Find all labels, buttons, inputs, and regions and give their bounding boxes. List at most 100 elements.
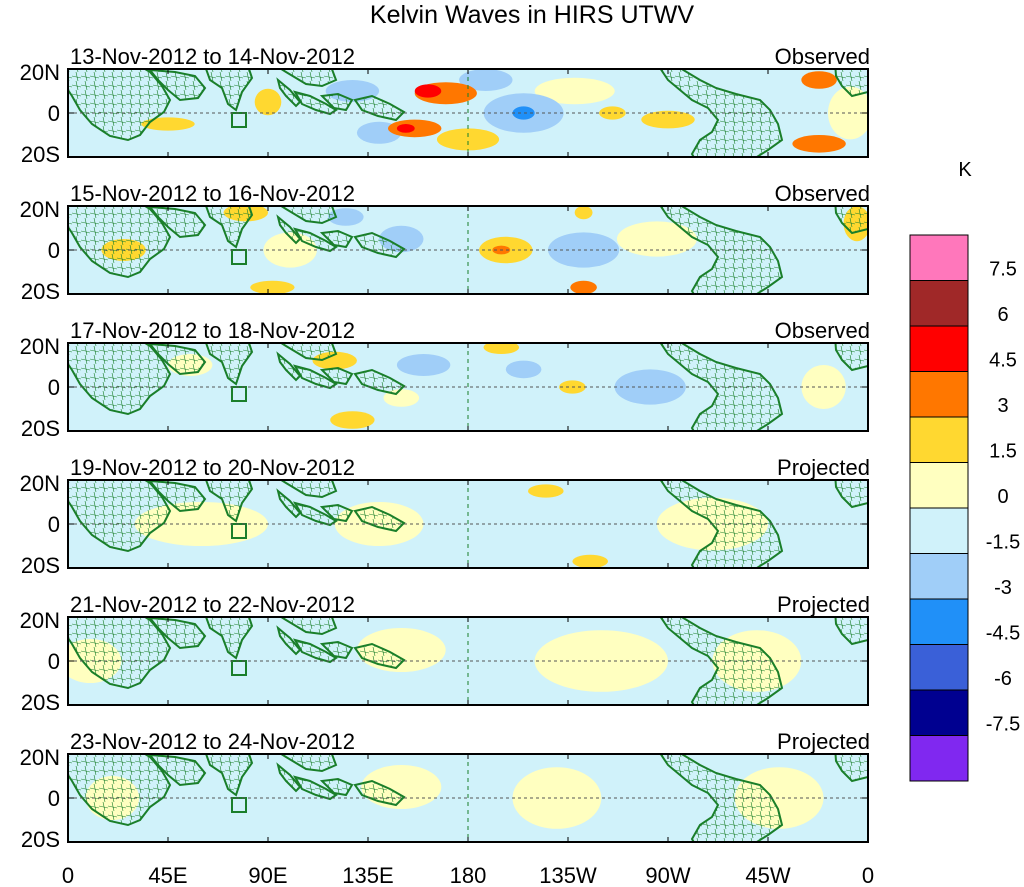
y-tick-label-20s: 20S xyxy=(21,690,60,715)
panel-date-range: 19-Nov-2012 to 20-Nov-2012 xyxy=(70,455,355,480)
anomaly-contour-5 xyxy=(574,506,628,542)
anomaly-contour-8 xyxy=(436,128,500,151)
coastline-10 xyxy=(834,206,868,235)
panel-date-range: 23-Nov-2012 to 24-Nov-2012 xyxy=(70,729,355,754)
anomaly-contour-9 xyxy=(330,411,375,429)
coastline-5 xyxy=(276,762,302,793)
coastline-1 xyxy=(68,69,172,142)
panel-map-4 xyxy=(68,480,868,568)
colorbar-level-label: -1.5 xyxy=(986,532,1020,554)
panel-map-3 xyxy=(68,343,868,431)
coastline-10 xyxy=(834,617,868,646)
coastline-2 xyxy=(147,480,207,513)
anomaly-contour-10 xyxy=(483,343,520,354)
land-outlines xyxy=(68,69,868,157)
y-tick-label-20n: 20N xyxy=(20,197,60,222)
coastline-6 xyxy=(292,90,338,116)
coastline-4 xyxy=(279,754,338,773)
panel-map-1 xyxy=(68,69,868,157)
anomaly-contour-15 xyxy=(801,71,837,89)
coastline-5 xyxy=(276,488,302,519)
anomaly-contour-4 xyxy=(141,117,195,131)
y-tick-label-20s: 20S xyxy=(21,553,60,578)
coastline-1 xyxy=(68,617,172,690)
coastline-2 xyxy=(147,206,207,239)
panel-status: Observed xyxy=(775,44,870,69)
y-tick-label-0: 0 xyxy=(48,512,60,537)
coastline-10 xyxy=(834,754,868,783)
panel-2: 20N 0 20S 15-Nov-2012 to 16-Nov-2012 Observe… xyxy=(20,181,870,304)
coastline-4 xyxy=(279,206,338,225)
coastline-4 xyxy=(279,69,338,88)
coastline-8 xyxy=(353,779,406,807)
x-axis: 0 45E 90E 135E 180 135W 90W 45W 0 xyxy=(62,863,874,887)
coastline-3 xyxy=(205,480,254,523)
coastline-5 xyxy=(276,77,302,108)
panel-status: Projected xyxy=(777,729,870,754)
coastline-7 xyxy=(319,640,354,660)
anomaly-contour-3 xyxy=(254,88,282,116)
anomaly-contour-17 xyxy=(414,84,442,98)
coastline-1 xyxy=(68,754,172,827)
colorbar-level-label: 7.5 xyxy=(989,259,1017,281)
x-tick-label: 90E xyxy=(248,863,287,887)
y-tick-label-20n: 20N xyxy=(20,745,60,770)
colorbar-level-label: 1.5 xyxy=(989,441,1017,463)
anomaly-contour-3 xyxy=(801,365,846,409)
coastline-4 xyxy=(279,480,338,499)
panel-3: 20N 0 20S 17-Nov-2012 to 18-Nov-2012 Observe… xyxy=(20,318,870,441)
colorbar-swatch-3 xyxy=(909,325,969,372)
land-outlines xyxy=(68,754,868,842)
anomaly-contour-11 xyxy=(574,206,593,220)
colorbar-swatch-5 xyxy=(909,416,969,463)
y-tick-label-0: 0 xyxy=(48,375,60,400)
panel-date-range: 13-Nov-2012 to 14-Nov-2012 xyxy=(70,44,355,69)
colorbar-swatch-2 xyxy=(909,280,969,327)
coastline-8 xyxy=(353,642,406,670)
y-tick-label-0: 0 xyxy=(48,238,60,263)
x-tick-label: 180 xyxy=(450,863,487,887)
colorbar-level-label: -7.5 xyxy=(986,714,1020,736)
anomaly-contour-6 xyxy=(250,280,295,294)
land-outlines xyxy=(68,343,868,431)
panel-status: Projected xyxy=(777,455,870,480)
colorbar-level-label: -4.5 xyxy=(986,623,1020,645)
panel-6: 20N 0 20S 23-Nov-2012 to 24-Nov-2012 Project… xyxy=(20,729,870,852)
colorbar-swatch-1 xyxy=(909,234,969,281)
coastline-6 xyxy=(292,501,338,527)
colorbar-level-label: -3 xyxy=(994,577,1012,599)
coastline-1 xyxy=(68,480,172,553)
colorbar-swatch-12 xyxy=(909,735,969,782)
coastline-10 xyxy=(834,343,868,372)
x-tick-label: 90W xyxy=(645,863,690,887)
x-tick-label: 45E xyxy=(148,863,187,887)
colorbar-level-label: 4.5 xyxy=(989,350,1017,372)
y-tick-label-20n: 20N xyxy=(20,60,60,85)
land-outlines xyxy=(68,617,868,705)
coastline-5 xyxy=(276,625,302,656)
coastline-10 xyxy=(834,480,868,509)
coastline-10 xyxy=(834,69,868,98)
colorbar-swatch-10 xyxy=(909,644,969,691)
anomaly-contour-5 xyxy=(505,360,542,379)
coastline-7 xyxy=(319,92,354,112)
x-tick-label: 0 xyxy=(62,863,74,887)
coastline-6 xyxy=(292,638,338,664)
anomaly-contour-9 xyxy=(548,232,620,268)
y-tick-label-20s: 20S xyxy=(21,416,60,441)
panel-date-range: 15-Nov-2012 to 16-Nov-2012 xyxy=(70,181,355,206)
colorbar-level-label: 0 xyxy=(997,486,1008,508)
coastline-9 xyxy=(659,617,784,705)
coastline-9 xyxy=(659,69,784,157)
coastline-3 xyxy=(205,754,254,797)
panel-date-range: 17-Nov-2012 to 18-Nov-2012 xyxy=(70,318,355,343)
coastline-7 xyxy=(319,366,354,386)
panel-status: Observed xyxy=(775,318,870,343)
coastline-2 xyxy=(147,617,207,650)
colorbar-swatch-4 xyxy=(909,371,969,418)
coastline-3 xyxy=(205,617,254,660)
y-tick-label-20n: 20N xyxy=(20,334,60,359)
coastline-8 xyxy=(353,231,406,259)
colorbar-swatch-7 xyxy=(909,507,969,554)
